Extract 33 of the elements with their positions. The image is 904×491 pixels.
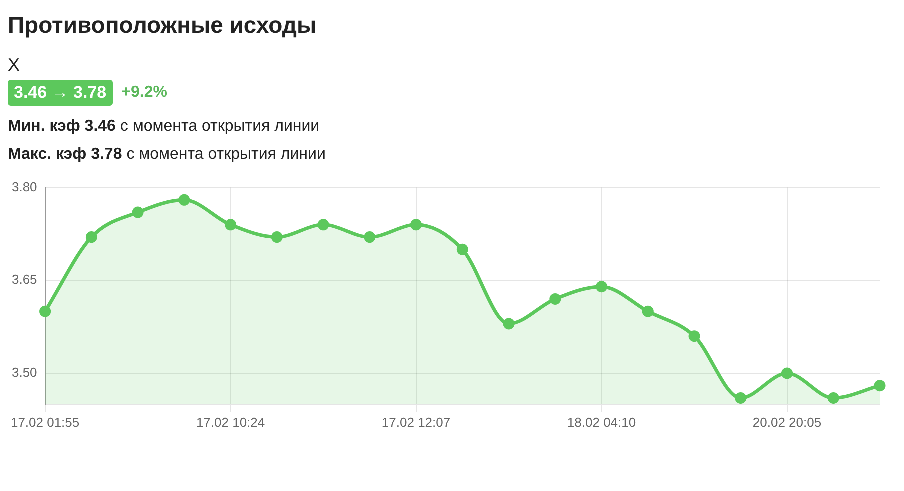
point (503, 318, 515, 330)
text: Макс. кэф 3.78 с момента открытия линии (8, 146, 327, 164)
x-tick-label: 17.02 12:07 (382, 414, 451, 430)
point (86, 232, 98, 244)
point (410, 219, 422, 231)
chart-title: Противоположные исходы (8, 12, 318, 39)
point (828, 392, 840, 404)
text: +9.2% (122, 84, 168, 102)
point (318, 219, 330, 231)
point (40, 306, 52, 318)
point (550, 293, 562, 305)
text: Мин. кэф 3.46 с момента открытия линии (8, 118, 321, 136)
text: 3.46 → 3.78 (8, 80, 113, 106)
chart-subtitle: X (8, 55, 22, 76)
point (225, 219, 237, 231)
point (642, 306, 654, 318)
point (596, 281, 608, 293)
x-tick-label: 17.02 10:24 (196, 414, 266, 430)
x-tick-label: 17.02 01:55 (10, 414, 80, 430)
point (688, 330, 700, 342)
point (735, 392, 747, 404)
point (874, 380, 886, 392)
x-tick-label: 18.02 04:10 (567, 414, 636, 430)
point (782, 368, 794, 380)
y-tick-label: 3.50 (12, 365, 38, 380)
point (456, 244, 468, 256)
point (364, 232, 376, 244)
point (132, 206, 144, 218)
x-tick-label: 20.02 20:05 (752, 414, 822, 430)
y-tick-label: 3.80 (12, 179, 38, 194)
y-tick-label: 3.65 (12, 272, 38, 288)
point (178, 194, 190, 206)
point (271, 232, 283, 244)
